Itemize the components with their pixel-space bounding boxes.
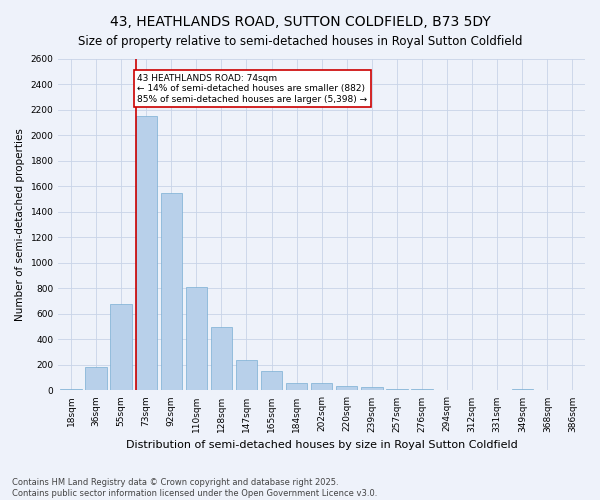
Bar: [136, 116, 157, 390]
Text: Contains HM Land Registry data © Crown copyright and database right 2025.
Contai: Contains HM Land Registry data © Crown c…: [12, 478, 377, 498]
Bar: [286, 384, 307, 390]
Text: 43, HEATHLANDS ROAD, SUTTON COLDFIELD, B73 5DY: 43, HEATHLANDS ROAD, SUTTON COLDFIELD, B…: [110, 15, 490, 29]
Bar: [60, 389, 82, 390]
Bar: [161, 192, 182, 390]
Bar: [236, 360, 257, 390]
Text: Size of property relative to semi-detached houses in Royal Sutton Coldfield: Size of property relative to semi-detach…: [78, 35, 522, 48]
Bar: [110, 304, 132, 390]
X-axis label: Distribution of semi-detached houses by size in Royal Sutton Coldfield: Distribution of semi-detached houses by …: [126, 440, 518, 450]
Bar: [185, 287, 207, 391]
Bar: [211, 326, 232, 390]
Bar: [336, 386, 358, 390]
Bar: [311, 384, 332, 390]
Bar: [412, 389, 433, 390]
Text: 43 HEATHLANDS ROAD: 74sqm
← 14% of semi-detached houses are smaller (882)
85% of: 43 HEATHLANDS ROAD: 74sqm ← 14% of semi-…: [137, 74, 368, 104]
Bar: [361, 386, 383, 390]
Bar: [85, 368, 107, 390]
Bar: [261, 372, 282, 390]
Bar: [386, 389, 407, 390]
Bar: [512, 389, 533, 390]
Y-axis label: Number of semi-detached properties: Number of semi-detached properties: [15, 128, 25, 321]
